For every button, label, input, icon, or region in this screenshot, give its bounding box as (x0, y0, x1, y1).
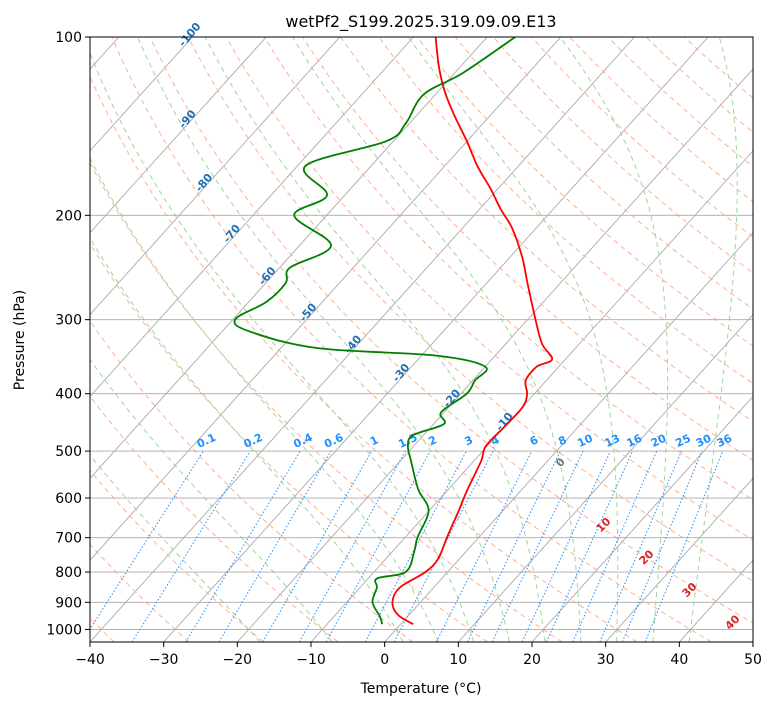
dry-adiabat-line (90, 161, 563, 642)
y-tick-label: 700 (55, 531, 82, 547)
dry-adiabat-line (90, 469, 264, 642)
mixing-ratio-line (599, 450, 682, 642)
moist-adiabat-line (90, 358, 333, 642)
dry-adiabat-line (90, 75, 638, 642)
x-tick-label: 0 (380, 652, 389, 668)
x-tick-label: 20 (523, 652, 541, 668)
y-tick-label: 400 (55, 387, 82, 403)
dry-adiabat-line (302, 37, 753, 461)
background-lines (90, 37, 753, 642)
mixing-ratio-line (521, 450, 611, 642)
x-tick-label: −40 (75, 652, 105, 668)
chart-title: wetPf2_S199.2025.319.09.09.E13 (285, 12, 556, 32)
x-tick-label: 40 (670, 652, 688, 668)
dry-adiabat-line (264, 37, 753, 501)
mixing-ratio-line (467, 450, 561, 642)
moist-adiabat-line (90, 156, 439, 642)
isotherm-line (531, 395, 753, 642)
y-tick-label: 800 (55, 565, 82, 581)
dry-adiabat-line (187, 37, 753, 582)
isotherm-line (236, 68, 753, 642)
isotherm-line (90, 37, 562, 561)
mixing-ratio-line (298, 450, 406, 642)
isotherm-line (90, 37, 414, 398)
x-tick-label: 10 (449, 652, 467, 668)
mixing-ratio-label: 20 (649, 432, 669, 450)
x-tick-label: −10 (296, 652, 326, 668)
y-tick-label: 100 (55, 30, 82, 46)
mixing-ratio-line (435, 450, 533, 642)
plot-frame (89, 36, 754, 643)
mixing-ratio-line (90, 450, 204, 631)
dry-adiabat-line (416, 37, 753, 347)
dry-adiabat-line (111, 37, 712, 642)
mixing-ratio-line (325, 450, 431, 642)
x-axis-label: Temperature (°C) (360, 681, 482, 697)
moist-adiabat-line (90, 237, 404, 642)
dry-adiabat-line (340, 37, 753, 423)
mixing-ratio-label: 10 (575, 432, 595, 450)
mixing-ratio-label: 30 (694, 432, 714, 450)
y-axis-ticks: 100 200 300 400 500 600 700 800 900 1000 (46, 30, 90, 638)
moist-adiabat-line (292, 37, 582, 642)
x-tick-label: 30 (597, 652, 615, 668)
isotherm-line (163, 37, 709, 642)
dry-adiabat-line (454, 37, 753, 310)
mixing-ratio-line (131, 450, 251, 642)
dewpoint-profile (233, 37, 516, 625)
x-tick-label: −20 (223, 652, 253, 668)
y-tick-label: 500 (55, 444, 82, 460)
dry-adiabat-line (225, 37, 753, 541)
y-tick-label: 600 (55, 491, 82, 507)
dry-adiabat-line (90, 242, 488, 642)
y-tick-label: 900 (55, 595, 82, 611)
y-tick-label: 200 (55, 208, 82, 224)
isotherm-line (90, 37, 341, 316)
dry-adiabat-line (149, 37, 753, 624)
dry-adiabat-line (90, 320, 414, 642)
mixing-ratio-line (491, 450, 584, 642)
moist-adiabat-line (204, 37, 546, 642)
dry-adiabat-line (90, 395, 339, 642)
mixing-ratio-line (644, 450, 724, 642)
mixing-ratio-label: 25 (673, 432, 692, 450)
moist-adiabat-line (137, 37, 510, 642)
y-tick-label: 300 (55, 313, 82, 329)
isotherm-line (90, 37, 635, 642)
mixing-ratio-line (621, 450, 703, 642)
isotherm-line (90, 37, 193, 152)
x-tick-label: 50 (744, 652, 762, 668)
dry-adiabat-line (531, 37, 753, 238)
isotherm-line (457, 313, 753, 642)
x-tick-label: −30 (149, 652, 179, 668)
sounding-profiles (233, 37, 554, 625)
moist-adiabat-line (688, 37, 738, 642)
mixing-ratio-label: 13 (603, 432, 622, 450)
isotherm-line (605, 477, 753, 642)
temperature-profile (391, 37, 554, 625)
moist-adiabat-line (407, 37, 619, 642)
isotherm-line (90, 37, 267, 234)
moist-adiabat-line (90, 454, 261, 642)
mixing-ratio-label: 36 (715, 432, 735, 450)
y-tick-label: 1000 (46, 622, 82, 638)
mixing-ratio-line (262, 450, 373, 642)
mixing-ratio-line (364, 450, 467, 642)
x-axis-ticks: −40 −30 −20 −10 0 10 20 30 40 50 (75, 642, 762, 668)
dry-adiabat-line (378, 37, 753, 385)
dry-adiabat-line (493, 37, 753, 274)
isotherm-line (90, 37, 488, 479)
moist-adiabat-line (90, 51, 475, 642)
mixing-ratio-line (393, 450, 494, 642)
isotherm-line (384, 232, 753, 642)
mixing-ratio-label: 16 (625, 432, 645, 450)
moist-adiabat-line (559, 37, 669, 642)
y-axis-label: Pressure (hPa) (12, 290, 28, 390)
dry-adiabat-line (569, 37, 753, 203)
